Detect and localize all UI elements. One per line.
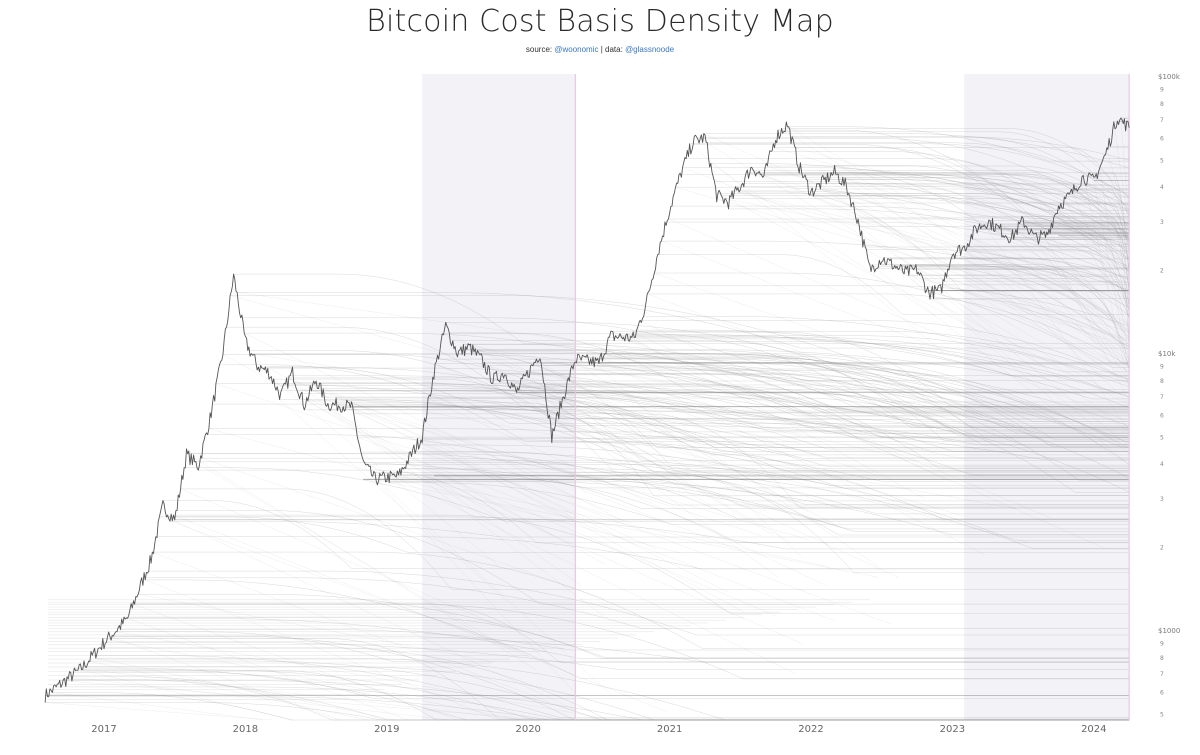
shaded-band-2 <box>964 74 1130 720</box>
x-tick-label: 2023 <box>940 724 965 735</box>
data-link[interactable]: @glassnoode <box>625 45 675 54</box>
y-tick-label: 6 <box>1160 412 1164 419</box>
y-tick-label: $10k <box>1158 350 1176 358</box>
cost-basis-lines <box>45 117 1130 721</box>
chart-subtitle: source: @woonomic | data: @glassnoode <box>0 45 1200 54</box>
y-tick-label: $1000 <box>1158 627 1180 635</box>
y-tick-label: 7 <box>1160 671 1164 678</box>
y-tick-label: 8 <box>1160 378 1164 385</box>
y-tick-label: 3 <box>1160 496 1164 503</box>
x-tick-label: 2021 <box>657 724 682 735</box>
y-tick-label: 9 <box>1160 87 1164 94</box>
y-tick-label: 4 <box>1160 184 1164 191</box>
y-tick-label: 3 <box>1160 219 1164 226</box>
y-tick-label: 8 <box>1160 655 1164 662</box>
x-tick-label: 2022 <box>798 724 823 735</box>
halving-markers <box>574 74 1130 720</box>
data-label: data: <box>605 45 623 54</box>
price-line <box>44 117 1130 703</box>
x-tick-label: 2017 <box>91 724 116 735</box>
x-tick-label: 2020 <box>515 724 540 735</box>
x-tick-label: 2024 <box>1081 724 1106 735</box>
y-axis: $100k 9 8 7 6 5 4 3 2 $10k 9 8 7 6 5 4 3 2 $1000 9 8 7 6 5 <box>1158 73 1181 718</box>
y-tick-label: $100k <box>1158 73 1181 81</box>
y-tick-label: 2 <box>1160 545 1164 552</box>
btc-price-line <box>44 117 1130 703</box>
y-tick-label: 2 <box>1160 268 1164 275</box>
y-tick-label: 6 <box>1160 135 1164 142</box>
x-tick-label: 2019 <box>374 724 399 735</box>
source-link[interactable]: @woonomic <box>554 45 599 54</box>
y-tick-label: 9 <box>1160 641 1164 648</box>
y-tick-label: 6 <box>1160 689 1164 696</box>
y-tick-label: 7 <box>1160 394 1164 401</box>
separator: | <box>600 45 603 54</box>
source-label: source: <box>525 45 553 54</box>
y-tick-label: 4 <box>1160 461 1164 468</box>
y-tick-label: 5 <box>1160 711 1164 718</box>
y-tick-label: 5 <box>1160 434 1164 441</box>
x-tick-label: 2018 <box>233 724 258 735</box>
y-tick-label: 5 <box>1160 157 1164 164</box>
x-axis: 2017 2018 2019 2020 2021 2022 2023 2024 <box>91 724 1106 735</box>
chart-title: Bitcoin Cost Basis Density Map <box>366 4 834 39</box>
y-tick-label: 7 <box>1160 117 1164 124</box>
y-tick-label: 8 <box>1160 101 1164 108</box>
y-tick-label: 9 <box>1160 364 1164 371</box>
